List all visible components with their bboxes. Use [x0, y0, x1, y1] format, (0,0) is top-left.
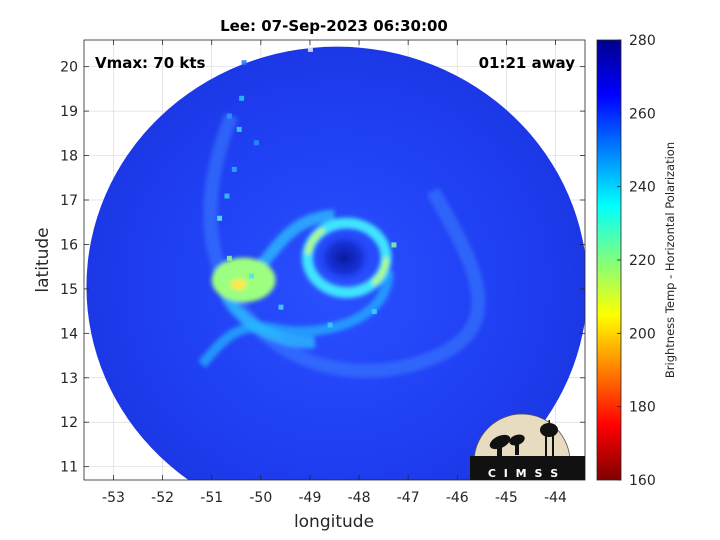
- colorbar-tick-label: 180: [629, 400, 656, 416]
- convective-speckle: [231, 166, 237, 172]
- convective-speckle: [226, 113, 232, 119]
- y-tick-label: 16: [60, 237, 78, 253]
- x-tick-label: -50: [249, 490, 272, 506]
- y-tick-label: 14: [60, 326, 78, 342]
- convective-speckle: [236, 126, 242, 132]
- x-axis-ticks: -53 -52 -51 -50 -49 -48 -47 -46 -45 -44: [102, 40, 567, 506]
- convective-speckle: [371, 309, 377, 315]
- colorbar-tick-label: 200: [629, 326, 656, 342]
- x-tick-label: -47: [397, 490, 420, 506]
- y-tick-label: 13: [60, 371, 78, 387]
- outer-rainband: [203, 113, 486, 378]
- convective-speckle: [307, 46, 313, 52]
- convective-speckle: [249, 273, 254, 279]
- plot-frame: [83, 39, 586, 481]
- convective-speckle: [217, 215, 223, 221]
- y-tick-label: 17: [60, 193, 78, 209]
- time-away-annotation: 01:21 away: [479, 54, 576, 72]
- convective-speckle: [327, 322, 333, 328]
- convective-speckle: [226, 255, 232, 261]
- y-tick-label: 20: [60, 60, 78, 76]
- y-axis-ticks: 11 12 13 14 15 16 17 18 19 20: [60, 60, 585, 476]
- convective-speckles: [217, 46, 397, 328]
- colorbar-tick-label: 220: [629, 253, 656, 269]
- x-tick-label: -53: [102, 490, 125, 506]
- convective-speckle: [241, 60, 247, 66]
- chart-title: Lee: 07-Sep-2023 06:30:00: [220, 17, 448, 35]
- deep-convection-core: [230, 279, 247, 290]
- x-tick-label: -44: [544, 490, 567, 506]
- convective-speckle: [239, 95, 245, 101]
- colorbar-label: Brightness Temp - Horizontal Polarizatio…: [663, 142, 677, 378]
- colorbar-tick-label: 240: [629, 180, 656, 196]
- y-tick-label: 11: [60, 460, 78, 476]
- y-tick-label: 18: [60, 149, 78, 165]
- x-tick-label: -51: [200, 490, 223, 506]
- y-tick-label: 15: [60, 282, 78, 298]
- logo-silhouette: [470, 420, 585, 480]
- x-tick-label: -45: [495, 490, 518, 506]
- satellite-swath: [86, 46, 585, 480]
- convection-halo: [211, 257, 276, 303]
- convective-speckle: [278, 304, 284, 310]
- logo-text: C I M S S: [488, 467, 560, 480]
- x-tick-label: -49: [299, 490, 322, 506]
- x-axis-label: longitude: [294, 512, 374, 532]
- y-axis-label: latitude: [33, 227, 53, 292]
- x-tick-label: -46: [446, 490, 469, 506]
- y-tick-label: 19: [60, 104, 78, 120]
- x-tick-label: -48: [348, 490, 371, 506]
- storm-eye: [317, 233, 372, 283]
- convective-speckle: [253, 140, 259, 146]
- colorbar-tick-label: 160: [629, 473, 656, 489]
- colorbar-tick-label: 260: [629, 106, 656, 122]
- convective-speckle: [224, 193, 230, 199]
- x-tick-label: -52: [151, 490, 174, 506]
- convective-speckle: [391, 242, 397, 248]
- cimss-logo: C I M S S: [470, 413, 585, 480]
- colorbar-ticks: 160 180 200 220 240 260 280: [617, 33, 656, 489]
- southern-rainband: [198, 270, 394, 368]
- vmax-annotation: Vmax: 70 kts: [95, 54, 205, 72]
- colorbar: 160 180 200 220 240 260 280 Brightness Temp - …: [596, 33, 677, 489]
- y-tick-label: 12: [60, 415, 78, 431]
- colorbar-tick-label: 280: [629, 33, 656, 49]
- eyewall-convection: [304, 220, 390, 296]
